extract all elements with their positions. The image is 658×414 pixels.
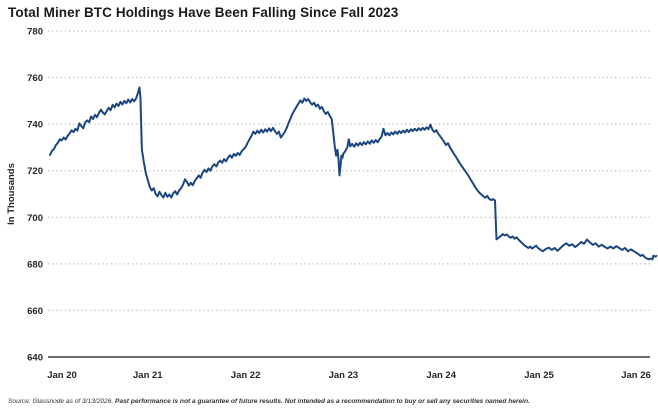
x-tick-label-Jan-24: Jan 24: [426, 370, 456, 381]
y-tick-label-740: 740: [27, 120, 43, 131]
x-tick-label-Jan-26: Jan 26: [621, 370, 651, 381]
source-note: Source: Glassnode as of 3/13/2026. Past …: [8, 398, 530, 405]
chart-title: Total Miner BTC Holdings Have Been Falli…: [8, 5, 399, 20]
x-tick-label-Jan-21: Jan 21: [133, 370, 163, 381]
source-note-prefix: Source: Glassnode as of 3/13/2026.: [8, 398, 116, 405]
y-tick-label-720: 720: [27, 166, 43, 177]
y-tick-label-640: 640: [27, 353, 43, 364]
x-tick-label-Jan-23: Jan 23: [329, 370, 359, 381]
x-tick-label-Jan-22: Jan 22: [231, 370, 261, 381]
y-tick-label-680: 680: [27, 259, 43, 270]
x-tick-label-Jan-20: Jan 20: [47, 370, 77, 381]
x-tick-label-Jan-25: Jan 25: [524, 370, 554, 381]
holdings-series-line: [49, 86, 658, 261]
y-axis-title: In Thousands: [6, 163, 17, 225]
source-note-disclaimer: Past performance is not a guarantee of f…: [115, 398, 530, 405]
y-tick-label-780: 780: [27, 27, 43, 38]
y-tick-label-760: 760: [27, 73, 43, 84]
y-tick-label-660: 660: [27, 306, 43, 317]
y-tick-label-700: 700: [27, 213, 43, 224]
